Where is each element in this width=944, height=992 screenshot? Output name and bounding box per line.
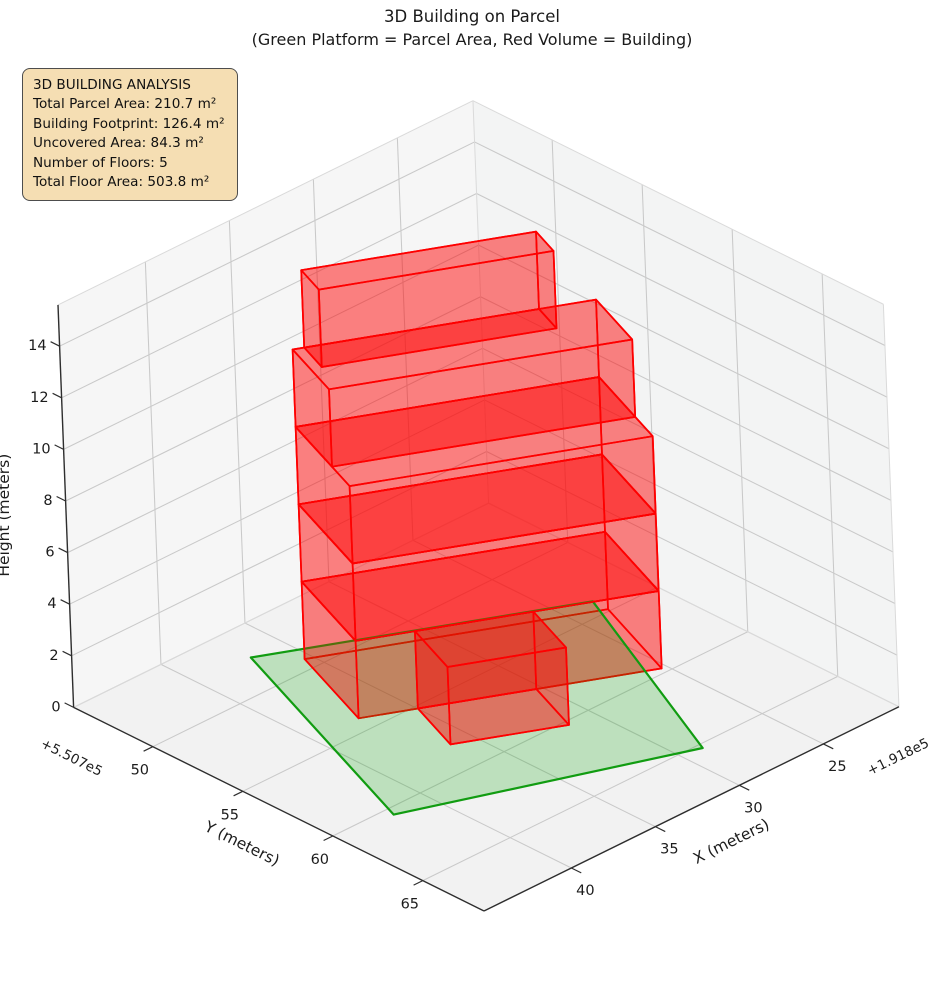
z-tick-mark	[56, 495, 66, 502]
grid-line-y-floor	[242, 586, 658, 792]
z-tick-label: 0	[51, 699, 60, 715]
y-tick-mark	[323, 835, 334, 842]
x-tick-label: 30	[744, 800, 762, 816]
building-floor-3-face	[294, 426, 354, 565]
grid-line-z-right	[476, 193, 888, 398]
building-floor-1-wing-face	[446, 646, 570, 746]
grid-line-x-floor	[160, 663, 572, 869]
pane-edge	[882, 304, 900, 707]
z-tick-mark	[62, 650, 72, 657]
z-tick-mark	[50, 341, 60, 347]
z-tick-label: 8	[43, 493, 52, 509]
z-tick-mark	[64, 702, 74, 708]
z-tick-label: 2	[49, 648, 58, 664]
grid-line-y-wall	[551, 139, 569, 543]
y-tick-label: 65	[401, 897, 419, 913]
grid-line-z-left	[67, 347, 483, 554]
pane-edge	[73, 502, 489, 708]
axis-line-z	[57, 304, 75, 708]
z-tick-label: 12	[30, 390, 48, 406]
z-tick-label: 4	[47, 596, 56, 612]
x-tick-label: 25	[828, 759, 846, 775]
y-tick-mark	[413, 880, 424, 886]
plot-title: 3D Building on Parcel	[384, 7, 560, 26]
info-line-floors: Number of Floors: 5	[33, 154, 168, 171]
pane-edge	[488, 502, 900, 708]
x-tick-label: 35	[660, 842, 678, 858]
grid-line-z-right	[480, 296, 892, 501]
y-tick-label: 55	[221, 807, 239, 823]
grid-line-y-wall	[731, 229, 749, 632]
axis-line-x	[483, 706, 900, 912]
grid-line-x-floor	[412, 539, 824, 745]
pane-right	[473, 100, 899, 707]
grid-line-z-right	[474, 141, 886, 347]
analysis-info-box: 3D BUILDING ANALYSIS Total Parcel Area: …	[22, 68, 238, 202]
info-line-parcel: Total Parcel Area: 210.7 m²	[33, 96, 217, 113]
x-axis-offset-text: +1.918e5	[865, 735, 932, 779]
z-tick-mark	[52, 392, 62, 399]
info-line-footprint: Building Footprint: 126.4 m²	[33, 115, 225, 132]
grid-line-z-right	[486, 451, 898, 656]
x-tick-label: 40	[576, 883, 594, 899]
grid-line-y-floor	[332, 631, 748, 837]
grid-line-y-floor	[152, 541, 568, 748]
x-tick-mark	[739, 784, 750, 791]
grid-line-x-wall	[396, 137, 414, 541]
y-tick-label: 60	[311, 852, 329, 868]
grid-line-z-right	[484, 399, 896, 605]
axis-label-z: Height (meters)	[0, 454, 13, 577]
z-tick-label: 10	[32, 441, 50, 457]
y-tick-mark	[233, 790, 244, 797]
building-floor-5-face	[300, 269, 323, 368]
info-line-title: 3D BUILDING ANALYSIS	[33, 77, 191, 93]
pane-edge	[57, 100, 474, 306]
grid-line-z-left	[61, 193, 477, 399]
pane-edge	[472, 100, 490, 504]
grid-line-z-left	[63, 244, 479, 450]
x-tick-mark	[823, 743, 834, 750]
grid-line-z-right	[478, 244, 890, 450]
grid-line-x-floor	[328, 581, 740, 786]
z-tick-mark	[58, 547, 68, 554]
info-line-floorarea: Total Floor Area: 503.8 m²	[33, 174, 210, 191]
z-tick-label: 14	[28, 338, 46, 354]
grid-line-x-wall	[228, 220, 246, 624]
axis-line-y	[73, 706, 485, 912]
grid-line-z-right	[482, 347, 894, 553]
y-tick-label: 50	[131, 763, 149, 779]
x-tick-mark	[655, 826, 666, 833]
y-axis-offset-text: +5.507e5	[38, 736, 105, 780]
plot-subtitle: (Green Platform = Parcel Area, Red Volum…	[251, 30, 693, 49]
grid-line-z-left	[59, 141, 475, 347]
grid-line-y-floor	[422, 675, 838, 882]
axis-label-x: X (meters)	[690, 815, 772, 868]
grid-line-z-left	[69, 399, 485, 605]
grid-line-x-wall	[144, 261, 162, 665]
pane-edge	[472, 100, 884, 305]
x-tick-mark	[571, 867, 582, 874]
axis-label-y: Y (meters)	[201, 817, 283, 870]
z-tick-label: 6	[45, 545, 54, 561]
grid-line-y-wall	[821, 273, 839, 677]
building-floor-4-face	[291, 348, 333, 468]
y-tick-mark	[143, 746, 154, 752]
z-tick-mark	[54, 444, 64, 450]
info-line-uncovered: Uncovered Area: 84.3 m²	[33, 135, 204, 152]
z-tick-mark	[60, 599, 70, 605]
